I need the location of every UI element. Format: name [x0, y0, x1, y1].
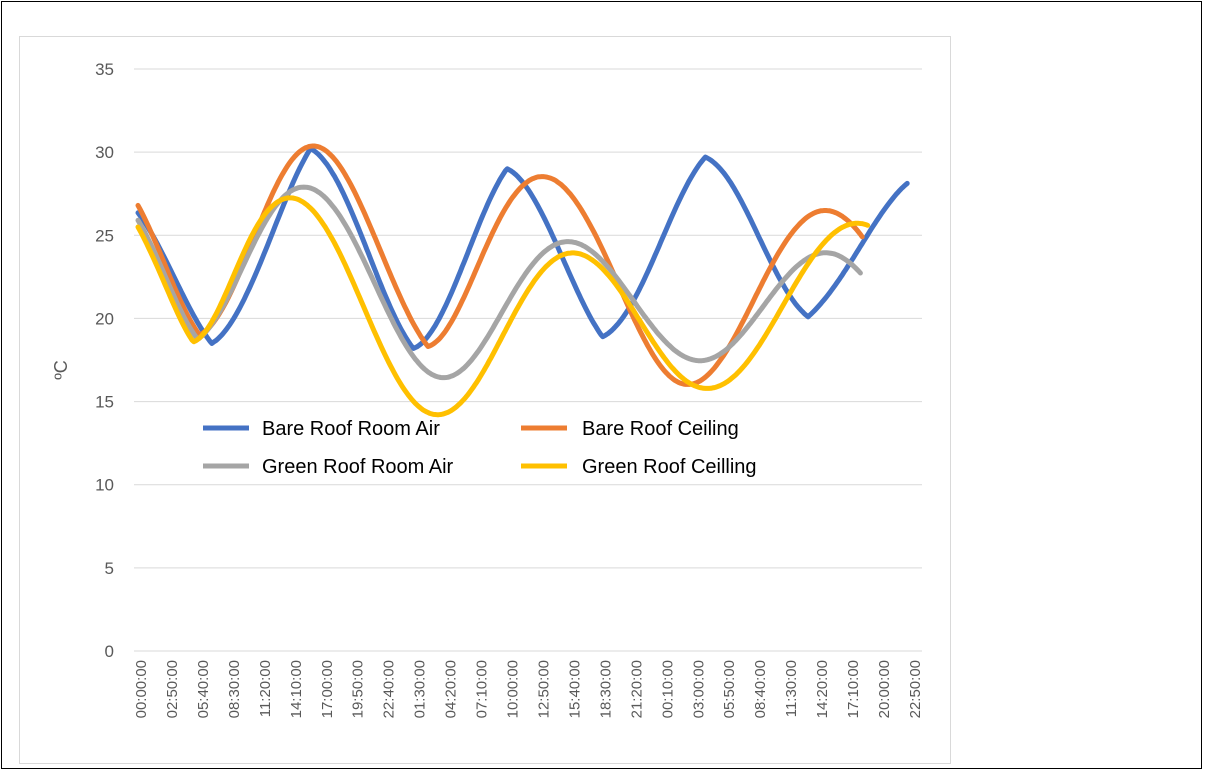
y-tick-label: 30 — [95, 143, 114, 162]
gridlines — [134, 68, 922, 652]
x-tick-label: 14:10:00 — [288, 660, 305, 718]
x-tick-label: 08:40:00 — [752, 660, 769, 718]
x-tick-label: 02:50:00 — [164, 660, 181, 718]
x-tick-label: 18:30:00 — [597, 660, 614, 718]
x-tick-label: 00:10:00 — [659, 660, 676, 718]
legend-label: Bare Roof Ceiling — [582, 418, 739, 440]
y-tick-label: 35 — [95, 60, 114, 79]
legend: Bare Roof Room Air Bare Roof Ceiling Green… — [203, 418, 757, 478]
series-line — [135, 195, 871, 418]
x-tick-label: 22:40:00 — [381, 660, 398, 718]
x-axis-tick-labels: 00:00:00 02:50:00 05:40:00 08:30:00 11:20:00… — [133, 660, 924, 718]
series-line — [135, 146, 910, 351]
series-lines — [135, 143, 910, 418]
x-tick-label: 11:20:00 — [257, 660, 274, 717]
x-tick-label: 05:50:00 — [721, 660, 738, 718]
x-tick-label: 01:30:00 — [412, 660, 429, 718]
x-tick-label: 15:40:00 — [566, 660, 583, 718]
x-tick-label: 11:30:00 — [783, 660, 800, 717]
y-tick-label: 20 — [95, 309, 114, 328]
x-tick-label: 14:20:00 — [814, 660, 831, 718]
y-tick-label: 5 — [105, 559, 114, 578]
y-tick-label: 15 — [95, 393, 114, 412]
x-tick-label: 00:00:00 — [133, 660, 150, 718]
x-tick-label: 05:40:00 — [195, 660, 212, 718]
y-tick-label: 25 — [95, 226, 114, 245]
x-tick-label: 08:30:00 — [226, 660, 243, 718]
x-tick-label: 19:50:00 — [350, 660, 367, 718]
x-tick-label: 22:50:00 — [907, 660, 924, 718]
x-tick-label: 04:20:00 — [443, 660, 460, 718]
y-axis-tick-labels: 0 5 10 15 20 25 30 35 — [95, 60, 114, 661]
chart-area — [19, 36, 951, 764]
x-tick-label: 17:10:00 — [845, 660, 862, 718]
legend-label: Green Roof Ceilling — [582, 456, 757, 478]
x-tick-label: 10:00:00 — [505, 660, 522, 718]
y-axis-title: ºC — [51, 360, 71, 380]
legend-label: Bare Roof Room Air — [262, 418, 440, 440]
x-tick-label: 12:50:00 — [535, 660, 552, 718]
y-tick-label: 10 — [95, 476, 114, 495]
series-line — [135, 184, 863, 381]
y-tick-label: 0 — [105, 642, 114, 661]
x-tick-label: 07:10:00 — [474, 660, 491, 718]
legend-label: Green Roof Room Air — [262, 456, 454, 478]
x-tick-label: 03:00:00 — [690, 660, 707, 718]
x-tick-label: 17:00:00 — [319, 660, 336, 718]
x-tick-label: 21:20:00 — [628, 660, 645, 718]
x-tick-label: 20:00:00 — [876, 660, 893, 718]
